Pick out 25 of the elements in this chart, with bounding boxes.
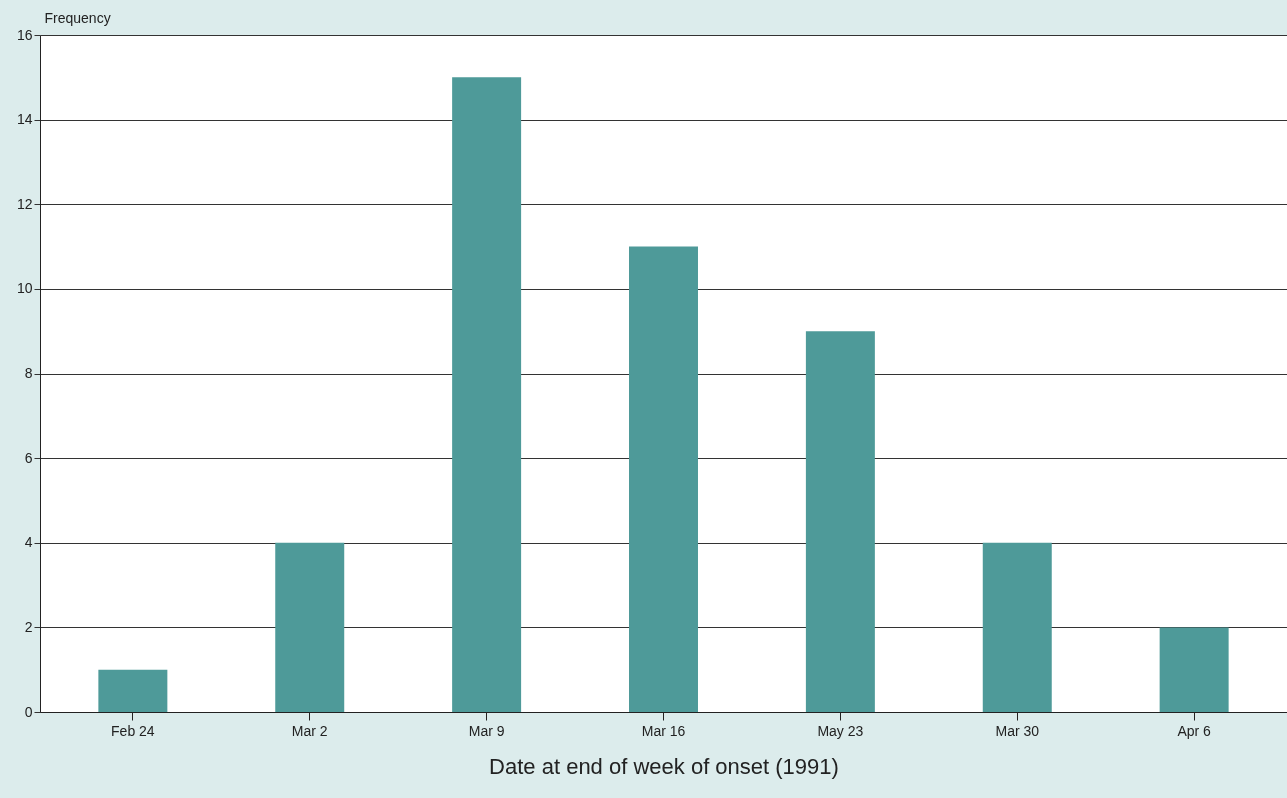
x-tick-label: May 23: [817, 722, 864, 739]
y-tick-label: 4: [24, 534, 33, 551]
y-tick-label: 16: [16, 26, 33, 43]
bar: [629, 246, 698, 712]
x-tick-label: Mar 30: [995, 722, 1040, 739]
y-tick-label: 8: [24, 365, 33, 381]
bar: [275, 542, 345, 712]
x-tick-label: Feb 24: [111, 722, 155, 739]
x-tick-label: Mar 16: [641, 722, 686, 739]
bar: [452, 77, 522, 712]
y-tick-label: 10: [16, 280, 33, 297]
x-tick-label: Mar 2: [291, 722, 328, 739]
bar: [805, 331, 875, 712]
y-axis-title: Frequency: [44, 9, 111, 26]
bar: [982, 542, 1052, 712]
y-tick-label: 6: [24, 449, 33, 466]
x-axis-title: Date at end of week of onset (1991): [489, 753, 839, 779]
y-tick-label: 0: [24, 703, 33, 720]
x-tick-label: Mar 9: [468, 722, 505, 739]
bar: [1159, 627, 1229, 712]
bar: [98, 669, 168, 712]
y-tick-label: 2: [24, 618, 33, 635]
y-tick-label: 12: [16, 195, 33, 212]
x-tick-label: Apr 6: [1177, 722, 1212, 739]
y-tick-label: 14: [16, 111, 33, 128]
